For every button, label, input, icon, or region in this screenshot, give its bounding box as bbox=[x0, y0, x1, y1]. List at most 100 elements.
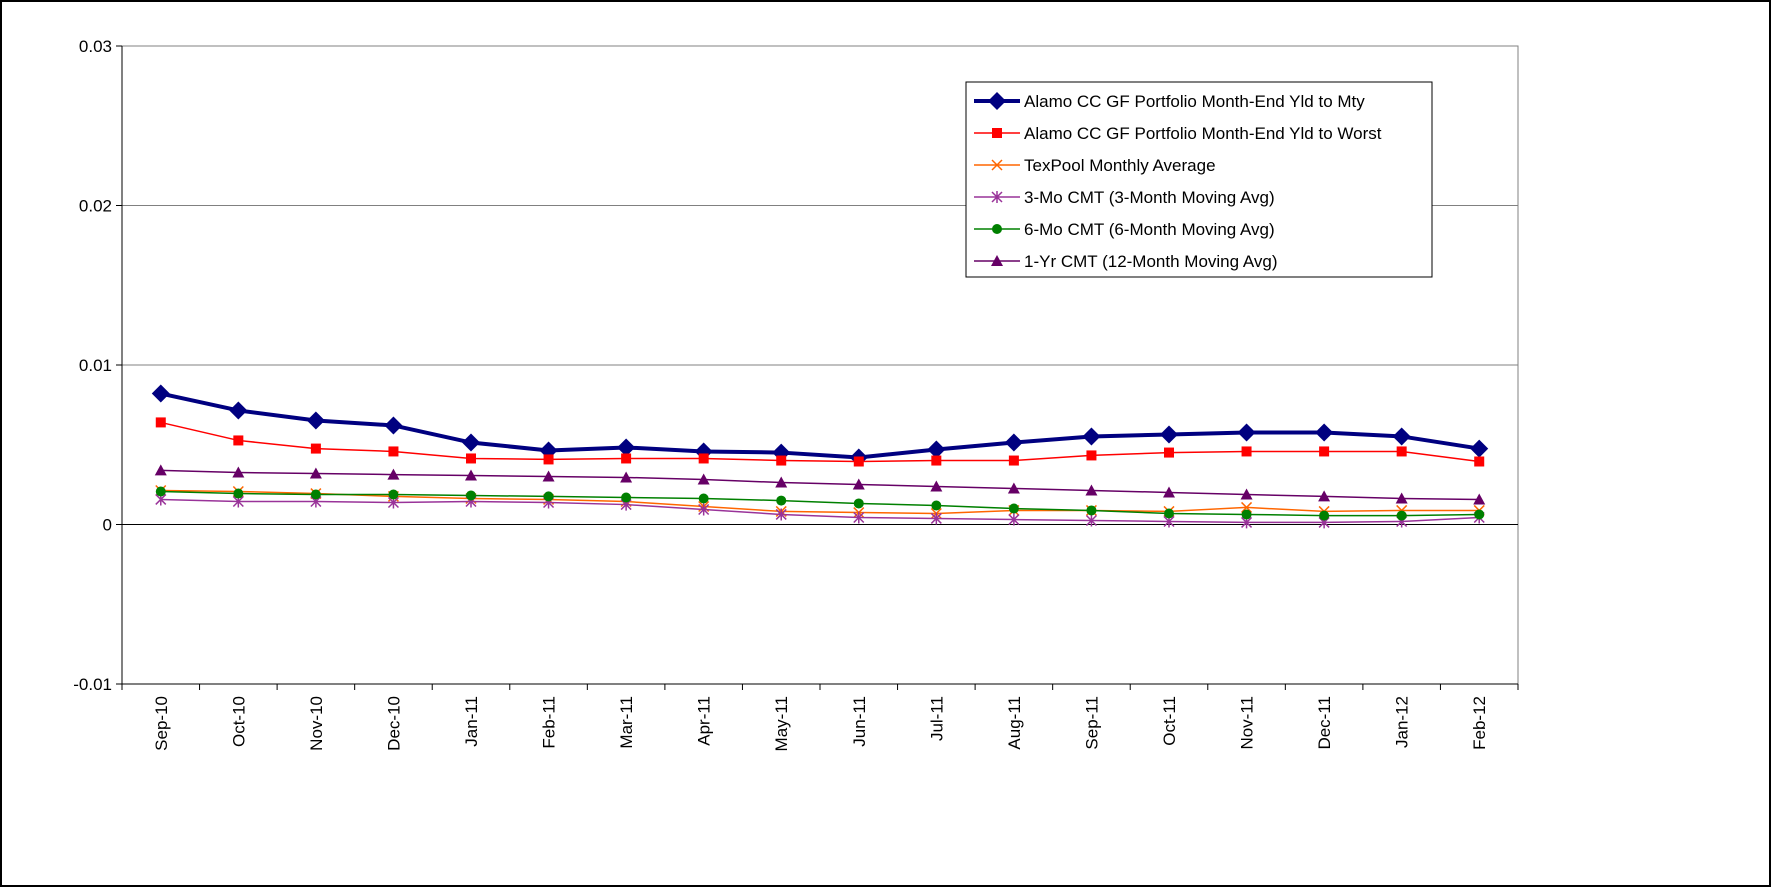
marker bbox=[310, 443, 321, 454]
x-tick-label: Mar-11 bbox=[617, 696, 636, 749]
x-tick-label: Jan-12 bbox=[1393, 696, 1412, 748]
x-tick-label: May-11 bbox=[772, 696, 791, 751]
x-tick-label: Nov-10 bbox=[307, 696, 326, 751]
marker bbox=[621, 453, 632, 464]
legend-box bbox=[965, 81, 1433, 278]
marker bbox=[1318, 490, 1331, 502]
marker bbox=[1241, 509, 1252, 520]
marker bbox=[1473, 493, 1486, 505]
x-tick-label: Jul-11 bbox=[927, 696, 946, 741]
x-tick-label: Sep-10 bbox=[152, 696, 171, 751]
marker bbox=[466, 490, 476, 501]
legend-label: TexPool Monthly Average bbox=[1024, 156, 1216, 175]
marker bbox=[1008, 513, 1020, 526]
marker bbox=[1008, 455, 1019, 466]
marker bbox=[1163, 486, 1175, 498]
marker bbox=[462, 433, 480, 452]
marker bbox=[1319, 510, 1330, 521]
x-tick-label: Feb-11 bbox=[540, 696, 559, 749]
series-line bbox=[160, 391, 1480, 460]
marker bbox=[1315, 423, 1334, 442]
marker bbox=[233, 488, 244, 499]
marker bbox=[1164, 508, 1174, 519]
x-tick-label: Nov-11 bbox=[1238, 696, 1257, 750]
legend-label: 3-Mo CMT (3-Month Moving Avg) bbox=[1024, 188, 1275, 207]
x-tick-label: Oct-10 bbox=[229, 696, 248, 747]
marker bbox=[154, 464, 167, 476]
marker bbox=[1392, 427, 1411, 446]
marker bbox=[697, 473, 710, 485]
x-tick-label: Dec-11 bbox=[1315, 696, 1334, 750]
y-tick-label: -0.01 bbox=[73, 675, 112, 694]
marker bbox=[310, 489, 321, 500]
marker bbox=[1164, 447, 1174, 458]
marker bbox=[542, 470, 555, 482]
marker bbox=[387, 468, 400, 480]
marker bbox=[1240, 488, 1253, 500]
x-tick-label: Feb-12 bbox=[1470, 696, 1489, 750]
marker bbox=[1007, 482, 1020, 494]
x-tick-label: Jun-11 bbox=[850, 696, 869, 747]
y-tick-label: 0.02 bbox=[79, 197, 112, 216]
marker bbox=[776, 455, 787, 466]
marker bbox=[388, 446, 399, 457]
legend-marker bbox=[988, 92, 1006, 110]
legend-marker bbox=[991, 255, 1003, 266]
marker bbox=[306, 411, 325, 430]
x-tick-label: Sep-11 bbox=[1082, 696, 1101, 750]
y-tick-label: 0.03 bbox=[79, 37, 112, 56]
series-line bbox=[160, 490, 1480, 517]
marker bbox=[1396, 510, 1407, 521]
marker bbox=[1085, 484, 1098, 496]
marker bbox=[852, 478, 865, 490]
series-line bbox=[160, 489, 1480, 515]
marker bbox=[1470, 439, 1489, 458]
marker bbox=[1004, 433, 1023, 452]
marker bbox=[776, 495, 787, 506]
marker bbox=[309, 467, 322, 479]
marker bbox=[698, 453, 709, 464]
x-tick-label: Dec-10 bbox=[384, 696, 403, 751]
legend-marker bbox=[992, 224, 1002, 234]
legend-marker bbox=[991, 191, 1003, 203]
marker bbox=[620, 471, 633, 483]
marker bbox=[384, 416, 403, 435]
marker bbox=[775, 508, 787, 521]
marker bbox=[698, 493, 709, 504]
legend-label: Alamo CC GF Portfolio Month-End Yld to M… bbox=[1024, 92, 1365, 111]
marker bbox=[229, 401, 248, 420]
marker bbox=[1395, 492, 1408, 504]
marker bbox=[233, 435, 244, 446]
x-tick-label: Oct-11 bbox=[1160, 696, 1179, 746]
series-line bbox=[160, 469, 1480, 501]
marker bbox=[1086, 450, 1097, 461]
marker bbox=[155, 417, 166, 428]
marker bbox=[930, 480, 943, 492]
marker bbox=[931, 500, 942, 511]
series-line bbox=[160, 421, 1480, 463]
marker bbox=[543, 454, 554, 465]
marker bbox=[1474, 456, 1485, 467]
marker bbox=[931, 455, 942, 466]
marker bbox=[543, 491, 554, 502]
marker bbox=[466, 453, 476, 464]
marker bbox=[388, 489, 399, 500]
legend-marker bbox=[992, 128, 1002, 138]
marker bbox=[1160, 425, 1178, 444]
marker bbox=[621, 492, 632, 503]
marker bbox=[151, 384, 170, 403]
marker bbox=[617, 438, 636, 457]
marker bbox=[1008, 503, 1019, 514]
marker bbox=[927, 440, 946, 459]
legend-marker bbox=[991, 159, 1003, 171]
marker bbox=[1319, 446, 1330, 457]
series-line bbox=[160, 498, 1480, 524]
y-tick-label: 0.01 bbox=[79, 356, 112, 375]
marker bbox=[1474, 509, 1485, 520]
marker bbox=[853, 511, 865, 524]
x-tick-label: Apr-11 bbox=[695, 696, 714, 746]
marker bbox=[853, 456, 864, 467]
marker bbox=[698, 503, 710, 516]
marker bbox=[775, 476, 788, 488]
